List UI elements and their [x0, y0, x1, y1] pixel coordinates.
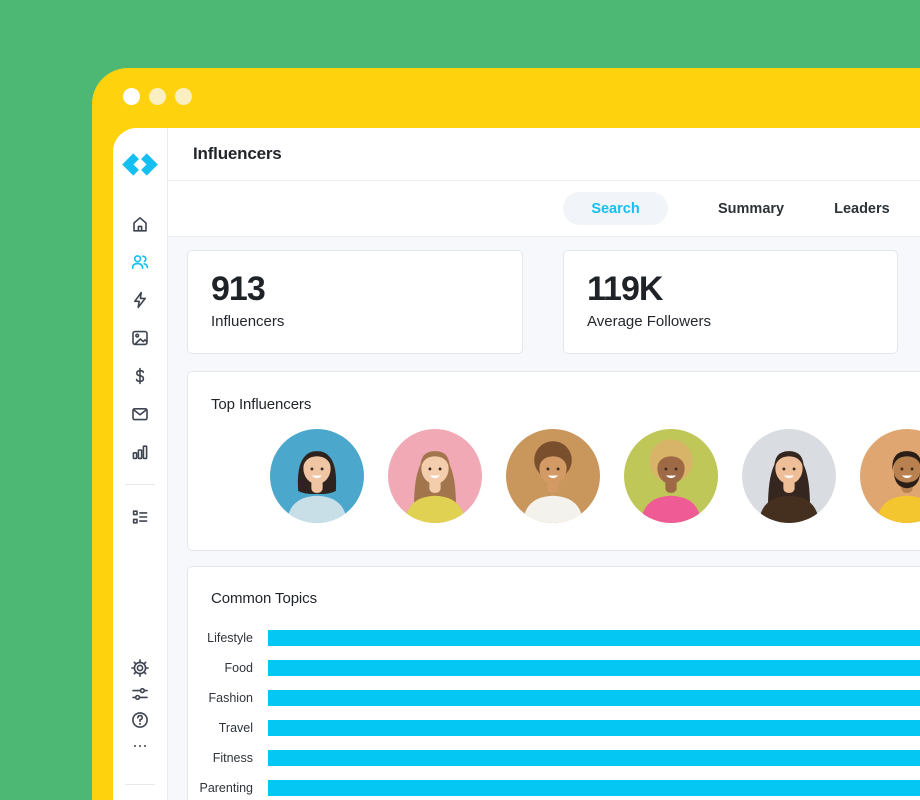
- bar-chart-icon[interactable]: [130, 442, 150, 462]
- sidebar-nav: [113, 214, 167, 527]
- more-dots-icon[interactable]: [130, 736, 150, 756]
- topic-label: Travel: [218, 721, 253, 735]
- window-dot-2[interactable]: [149, 88, 166, 105]
- stat-value: 913: [211, 270, 266, 308]
- topic-row: Travel: [188, 713, 920, 743]
- modash-logo[interactable]: [121, 150, 159, 178]
- topic-bar: [268, 690, 920, 706]
- influencer-avatar-6[interactable]: [860, 429, 920, 523]
- browser-window: Influencers Search Summary Leaders 913 Infl…: [92, 68, 920, 800]
- stat-label: Influencers: [211, 312, 285, 330]
- top-influencers-card: Top Influencers: [187, 371, 920, 551]
- stat-label: Average Followers: [587, 312, 711, 330]
- bolt-icon[interactable]: [130, 290, 150, 310]
- influencer-avatar-4[interactable]: [624, 429, 718, 523]
- stat-value: 119K: [587, 270, 663, 308]
- topic-bar: [268, 780, 920, 796]
- stats-row: 913 Influencers 119K Average Followers: [187, 250, 920, 354]
- influencer-avatar-5[interactable]: [742, 429, 836, 523]
- influencer-avatar-1[interactable]: [270, 429, 364, 523]
- influencer-avatar-2[interactable]: [388, 429, 482, 523]
- page-title: Influencers: [193, 144, 282, 163]
- common-topics-card: Common Topics Lifestyle Food Fashion Travel…: [187, 566, 920, 800]
- topic-row: Lifestyle: [188, 623, 920, 653]
- topic-row: Fashion: [188, 683, 920, 713]
- topic-label: Lifestyle: [207, 631, 253, 645]
- common-topics-title: Common Topics: [211, 590, 317, 607]
- tab-bar: Search Summary Leaders: [168, 181, 920, 237]
- tab-leaders[interactable]: Leaders: [834, 200, 890, 217]
- topic-bar: [268, 660, 920, 676]
- topic-row: Food: [188, 653, 920, 683]
- sidebar: [113, 128, 168, 800]
- tab-summary[interactable]: Summary: [718, 200, 785, 217]
- sidebar-divider: [125, 484, 155, 485]
- mail-icon[interactable]: [130, 404, 150, 424]
- window-dot-3[interactable]: [175, 88, 192, 105]
- page-header: Influencers: [168, 128, 920, 181]
- topic-label: Parenting: [199, 781, 253, 795]
- sidebar-divider: [125, 784, 155, 785]
- sidebar-bottom: [113, 658, 167, 800]
- topic-bar: [268, 720, 920, 736]
- avatar-row: [270, 429, 920, 523]
- app-window: Influencers Search Summary Leaders 913 Infl…: [113, 128, 920, 800]
- topic-label: Fitness: [212, 751, 253, 765]
- top-influencers-title: Top Influencers: [211, 396, 312, 413]
- dollar-icon[interactable]: [130, 366, 150, 386]
- window-controls: [123, 88, 192, 105]
- topics-chart: Lifestyle Food Fashion Travel Fitness Parenti…: [188, 623, 920, 800]
- window-dot-1[interactable]: [123, 88, 140, 105]
- stat-card: 913 Influencers: [187, 250, 523, 354]
- topic-row: Parenting: [188, 773, 920, 800]
- image-icon[interactable]: [130, 328, 150, 348]
- topic-label: Food: [224, 661, 254, 675]
- checklist-icon[interactable]: [130, 507, 150, 527]
- topic-bar: [268, 750, 920, 766]
- home-icon[interactable]: [130, 214, 150, 234]
- topic-row: Fitness: [188, 743, 920, 773]
- gear-icon[interactable]: [130, 658, 150, 678]
- sliders-icon[interactable]: [130, 684, 150, 704]
- topic-bar: [268, 630, 920, 646]
- tab-search[interactable]: Search: [563, 192, 668, 225]
- content-area: 913 Influencers 119K Average Followers Top …: [168, 237, 920, 800]
- users-icon[interactable]: [130, 252, 150, 272]
- main-area: Influencers Search Summary Leaders 913 Infl…: [168, 128, 920, 800]
- influencer-avatar-3[interactable]: [506, 429, 600, 523]
- stat-card: 119K Average Followers: [563, 250, 898, 354]
- help-icon[interactable]: [130, 710, 150, 730]
- topic-label: Fashion: [208, 691, 253, 705]
